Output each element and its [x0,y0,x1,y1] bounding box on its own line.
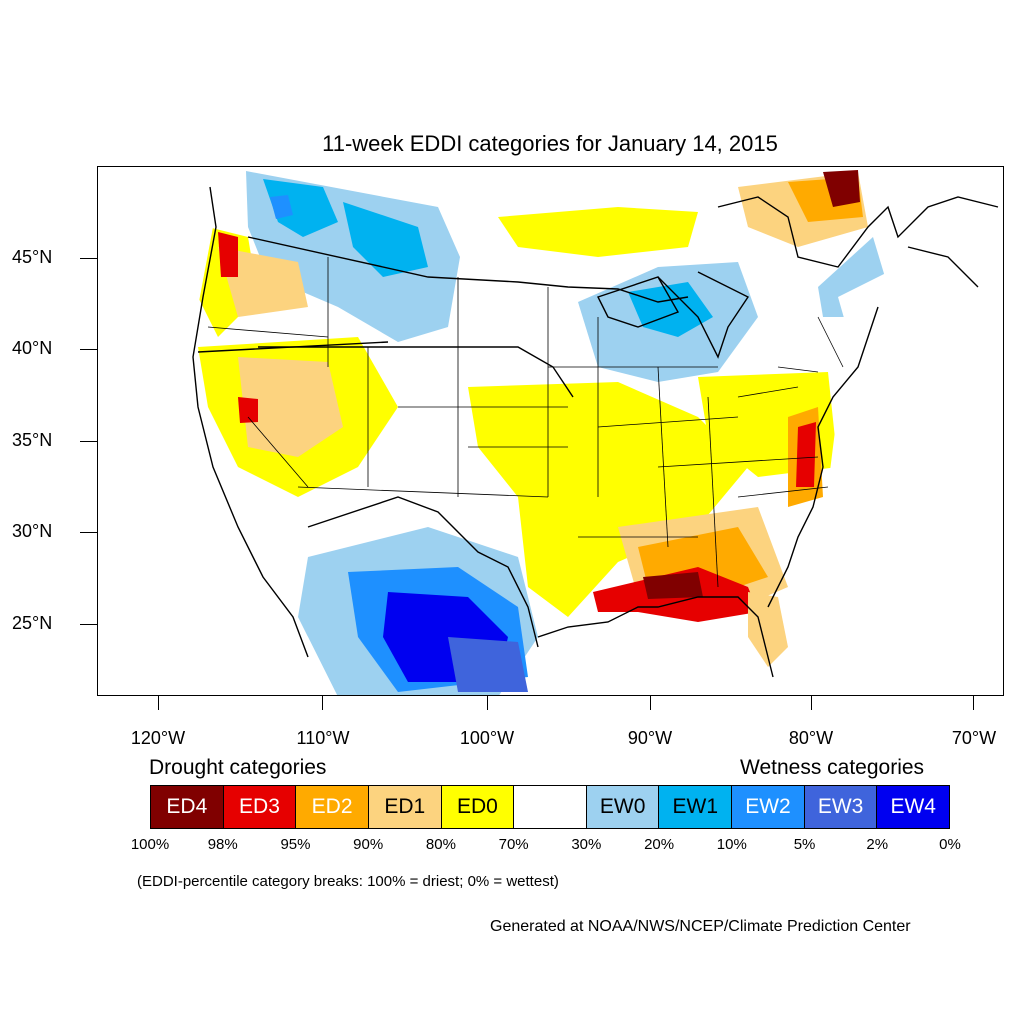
percentile-label: 0% [939,836,961,853]
lon-label: 80°W [788,728,834,748]
region-ed4-gulf [643,572,703,599]
region-ed4-maine [823,170,860,207]
region-ew3-texas [448,637,528,692]
region-ed1-great-basin [238,357,343,457]
lat-label: 45°N [12,247,53,267]
lon-label: 100°W [459,728,515,748]
drought-heading: Drought categories [149,756,327,779]
tick-110w [322,696,323,710]
tick-70w [973,696,974,710]
region-ed3-nevada [238,397,258,423]
coastlines [192,186,999,678]
tick-30n [80,532,97,533]
region-ew1-northwest [263,179,338,237]
legend-box-ew2: EW2 [732,786,805,828]
legend-box-ed2: ED2 [296,786,369,828]
percentile-label: 70% [498,836,529,853]
atlantic-ocean [788,247,1003,695]
tick-100w [487,696,488,710]
lat-label: 40°N [12,338,53,358]
legend-box-normal [514,786,587,828]
percentile-label: 95% [280,836,311,853]
region-ed1-northwest-coast [218,247,308,317]
tick-120w [158,696,159,710]
percentile-label: 90% [353,836,384,853]
legend-box-ed0: ED0 [441,786,515,828]
wetness-heading: Wetness categories [740,756,925,779]
region-ed3-carolina-coast [796,422,816,487]
lat-label: 25°N [12,613,53,633]
lon-label: 120°W [130,728,186,748]
credit-line: Generated at NOAA/NWS/NCEP/Climate Predi… [490,918,911,935]
legend-box-ew3: EW3 [804,786,878,828]
state-borders [207,257,844,588]
legend-box-ed1: ED1 [368,786,442,828]
region-ew1-montana [343,202,428,277]
category-note: (EDDI-percentile category breaks: 100% =… [137,873,559,890]
percentile-label: 2% [866,836,889,853]
percentile-label: 80% [425,836,456,853]
tick-35n [80,441,97,442]
lon-label: 70°W [951,728,997,748]
tick-90w [650,696,651,710]
tick-80w [811,696,812,710]
pacific-ocean [98,167,337,695]
category-legend: ED4 ED3 ED2 ED1 ED0 EW0 EW1 EW2 EW3 EW4 [150,785,950,829]
region-ed0-plains [468,382,748,617]
percentile-label: 100% [130,836,170,853]
region-ed3-oregon-coast [218,232,238,277]
lon-label: 90°W [627,728,673,748]
region-ew2-northwest [270,195,293,219]
legend-box-ew4: EW4 [877,786,950,828]
lon-label: 110°W [296,728,350,748]
legend-box-ew0: EW0 [586,786,660,828]
tick-40n [80,349,97,350]
lat-label: 35°N [12,430,53,450]
tick-45n [80,258,97,259]
percentile-label: 20% [644,836,675,853]
tick-25n [80,624,97,625]
legend-box-ed4: ED4 [151,786,224,828]
region-ed0-north [498,207,698,257]
percentile-label: 10% [716,836,747,853]
map-panel [97,166,1004,696]
legend-box-ew1: EW1 [659,786,733,828]
gulf-of-mexico [528,622,758,695]
region-ed1-florida [748,592,788,667]
percentile-label: 5% [793,836,816,853]
lat-label: 30°N [12,521,53,541]
legend-box-ed3: ED3 [223,786,297,828]
eddi-map [98,167,1003,695]
percentile-label: 98% [207,836,238,853]
map-title: 11-week EDDI categories for January 14, … [322,131,778,156]
percentile-label: 30% [571,836,602,853]
